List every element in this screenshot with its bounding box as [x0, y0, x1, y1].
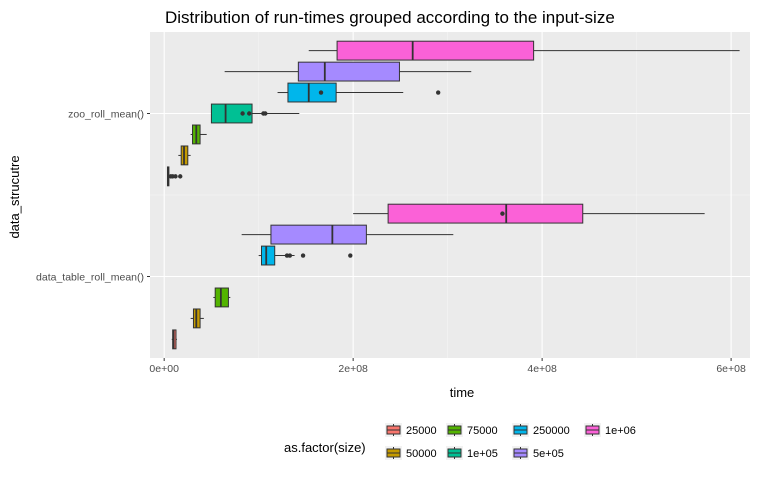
- x-tick-label: 0e+00: [149, 363, 179, 375]
- legend-label: 25000: [406, 425, 437, 437]
- legend-item-5e+05: 5e+05: [512, 446, 564, 460]
- legend-item-25000: 25000: [385, 423, 437, 437]
- box-1e+06-data_table_roll_mean(): [353, 203, 705, 224]
- legend-label: 50000: [406, 448, 437, 460]
- legend-label: 1e+05: [467, 448, 498, 460]
- outlier-point: [178, 174, 183, 179]
- y-tick-label: data_table_roll_mean(): [36, 272, 144, 284]
- box-body: [214, 287, 229, 308]
- outlier-point: [287, 253, 293, 258]
- box-1e+06-zoo_roll_mean(): [308, 40, 740, 61]
- outlier-point: [300, 253, 306, 258]
- legend-item-1e+06: 1e+06: [584, 423, 636, 437]
- legend: 25000 50000 75000 1e+05 250000 5e+05 1e+06: [385, 423, 636, 460]
- box-75000-data_table_roll_mean(): [213, 287, 231, 308]
- box-body: [297, 61, 400, 82]
- outlier-point: [173, 174, 178, 179]
- box-50000-zoo_roll_mean(): [178, 145, 191, 166]
- x-axis-ticks: 0e+00 2e+08 4e+08 6e+08: [149, 358, 746, 375]
- x-tick-label: 6e+08: [716, 363, 746, 375]
- box-250000-zoo_roll_mean(): [277, 82, 441, 103]
- box-body: [336, 40, 535, 61]
- box-body: [287, 82, 337, 103]
- legend-item-250000: 250000: [512, 423, 570, 437]
- legend-item-75000: 75000: [446, 423, 498, 437]
- x-tick-label: 2e+08: [338, 363, 368, 375]
- outlier-point: [348, 253, 353, 258]
- grid-lines: [150, 32, 750, 358]
- legend-label: 5e+05: [533, 448, 564, 460]
- box-body: [387, 203, 584, 224]
- legend-label: 250000: [533, 425, 570, 437]
- x-axis-label: time: [450, 385, 475, 400]
- y-axis-label: data_strucutre: [7, 155, 22, 238]
- outlier-point: [500, 211, 505, 216]
- legend-label: 75000: [467, 425, 498, 437]
- box-25000-data_table_roll_mean(): [171, 329, 177, 350]
- legend-item-50000: 50000: [385, 446, 437, 460]
- outlier-point: [263, 111, 268, 116]
- outlier-point: [247, 111, 252, 116]
- box-body: [210, 103, 253, 124]
- box-25000-zoo_roll_mean(): [166, 166, 183, 187]
- outlier-point: [318, 90, 324, 95]
- outlier-point: [435, 90, 441, 95]
- box-250000-data_table_roll_mean(): [258, 245, 353, 266]
- box-layer: [166, 40, 740, 350]
- legend-label: 1e+06: [605, 425, 636, 437]
- box-1e+05-zoo_roll_mean(): [210, 103, 300, 124]
- outlier-point: [240, 111, 245, 116]
- y-axis-ticks: data_table_roll_mean() zoo_roll_mean(): [36, 109, 150, 284]
- box-body: [260, 245, 276, 266]
- box-75000-zoo_roll_mean(): [190, 124, 207, 145]
- x-tick-label: 4e+08: [527, 363, 557, 375]
- legend-item-1e+05: 1e+05: [446, 446, 498, 460]
- box-5e+05-data_table_roll_mean(): [241, 224, 454, 245]
- box-5e+05-zoo_roll_mean(): [224, 61, 472, 82]
- y-tick-label: zoo_roll_mean(): [68, 109, 144, 121]
- box-50000-data_table_roll_mean(): [190, 308, 204, 329]
- chart-title: Distribution of run-times grouped accord…: [165, 8, 615, 27]
- box-body: [270, 224, 367, 245]
- legend-title: as.factor(size): [284, 440, 366, 455]
